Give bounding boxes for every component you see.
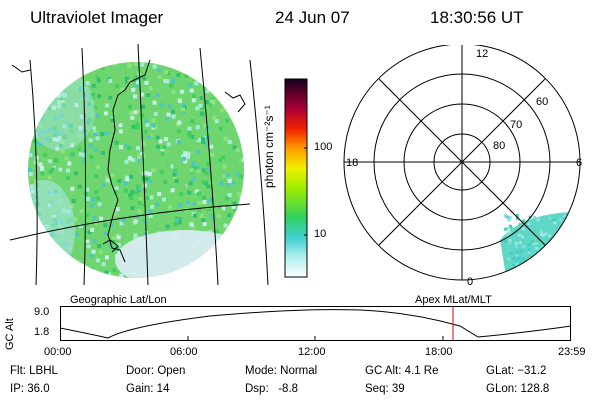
orbit-ytick-low: 1.8 [34, 326, 50, 338]
mlat-label-60: 60 [536, 96, 549, 108]
orbit-altitude-plot [60, 306, 572, 341]
orbit-xtick-3: 18:00 [425, 346, 453, 358]
gain-value: Gain: 14 [126, 383, 170, 395]
altitude-curve [60, 309, 572, 339]
glon-value: GLon: 128.8 [486, 383, 550, 395]
apex-projection-label: Apex MLat/MLT [415, 294, 492, 306]
orbit-xtick-1: 06:00 [170, 346, 198, 358]
door-value: Door: Open [126, 365, 186, 377]
dsp-value: Dsp: -8.8 [245, 383, 299, 395]
mlat-label-80: 80 [493, 140, 506, 152]
gc-alt-value: GC Alt: 4.1 Re [365, 365, 439, 377]
mlat-label-70: 70 [510, 119, 523, 131]
instrument-title: Ultraviolet Imager [30, 8, 164, 27]
mode-value: Mode: Normal [245, 365, 318, 377]
colorbar [284, 78, 308, 278]
mlt-label-midnight: 0 [467, 276, 474, 288]
observation-date: 24 Jun 07 [275, 8, 350, 27]
colorbar-tick-10: 10 [314, 228, 327, 240]
mlt-label-dawn: 6 [576, 157, 583, 169]
orbit-ytick-high: 9.0 [34, 306, 50, 318]
glat-value: GLat: −31.2 [486, 365, 547, 377]
seq-value: Seq: 39 [365, 383, 405, 395]
observation-time: 18:30:56 UT [430, 8, 524, 27]
mlt-label-noon: 12 [476, 48, 489, 60]
colorbar-tick-100: 100 [314, 141, 333, 153]
geographic-image [9, 43, 269, 286]
filter-value: Flt: LBHL [10, 365, 58, 377]
mlt-label-dusk: 18 [346, 157, 359, 169]
colorbar-unit-label: photon cm⁻²s⁻¹ [262, 105, 276, 188]
orbit-xtick-4: 23:59 [558, 346, 586, 358]
orbit-axis-label: GC Alt [4, 318, 16, 350]
orbit-xtick-0: 00:00 [44, 346, 72, 358]
geographic-projection-label: Geographic Lat/Lon [70, 294, 167, 306]
orbit-xtick-2: 12:00 [298, 346, 326, 358]
polar-plot [343, 45, 581, 281]
coastline [107, 59, 151, 263]
ip-value: IP: 36.0 [10, 383, 50, 395]
